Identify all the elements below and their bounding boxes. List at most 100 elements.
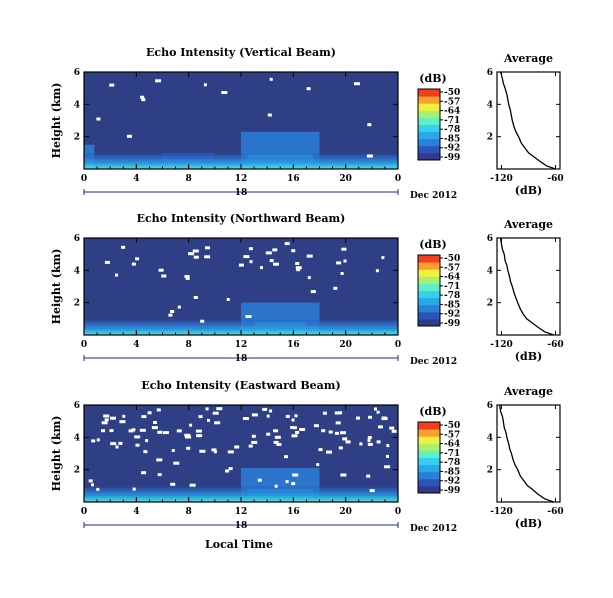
y-axis-label: Height (km) xyxy=(50,416,63,492)
surface-band-2 xyxy=(84,323,398,335)
colorbar-swatch xyxy=(418,89,440,97)
missing-data-cell xyxy=(103,414,110,418)
avg-x-tick-label: -120 xyxy=(490,507,513,517)
x-tick-label: 0 xyxy=(81,507,87,517)
colorbar-tick-label: -85 xyxy=(444,134,460,144)
missing-data-cell xyxy=(119,420,126,424)
missing-data-cell xyxy=(91,483,94,487)
colorbar-swatch xyxy=(418,422,440,430)
avg-x-tick-label: -60 xyxy=(547,507,563,517)
missing-data-cell xyxy=(376,410,380,414)
avg-y-tick-label: 2 xyxy=(487,466,493,476)
colorbar-tick-label: -78 xyxy=(444,458,460,468)
colorbar-tick-label: -99 xyxy=(444,486,460,496)
missing-data-cell xyxy=(128,429,134,433)
x-axis-label: Local Time xyxy=(205,538,273,551)
avg-y-tick-label: 2 xyxy=(487,133,493,143)
missing-data-cell xyxy=(170,310,175,313)
average-title: Average xyxy=(503,218,553,231)
missing-data-cell xyxy=(243,255,250,259)
average-profile-line xyxy=(499,237,554,336)
missing-data-cell xyxy=(171,449,175,452)
missing-data-cell xyxy=(310,290,316,294)
missing-data-cell xyxy=(291,482,296,486)
colorbar-tick-label: -71 xyxy=(444,449,460,459)
colorbar-swatch xyxy=(418,297,440,306)
missing-data-cell xyxy=(291,434,298,438)
missing-data-cell xyxy=(121,245,126,249)
missing-data-cell xyxy=(101,421,108,425)
missing-data-cell xyxy=(336,261,342,265)
surface-band-0 xyxy=(84,319,398,335)
missing-data-cell xyxy=(322,411,327,415)
missing-data-cell xyxy=(290,426,294,429)
missing-data-cell xyxy=(132,487,136,491)
missing-data-cell xyxy=(381,417,388,421)
missing-data-cell xyxy=(156,408,161,412)
missing-data-cell xyxy=(295,266,302,270)
missing-data-cell xyxy=(353,82,360,86)
missing-data-cell xyxy=(343,259,347,263)
missing-data-cell xyxy=(333,286,338,290)
missing-data-cell xyxy=(96,117,101,121)
colorbar-tick-label: -57 xyxy=(444,263,460,273)
missing-data-cell xyxy=(205,246,210,250)
missing-data-cell xyxy=(185,435,192,439)
missing-data-cell xyxy=(134,435,141,439)
x-tick-label: 12 xyxy=(235,507,248,517)
missing-data-cell xyxy=(126,134,132,138)
surface-band-2 xyxy=(84,490,398,502)
colorbar-tick-label: -64 xyxy=(444,440,460,450)
x-tick-label: 4 xyxy=(133,340,139,350)
missing-data-cell xyxy=(374,407,377,411)
missing-data-cell xyxy=(204,255,211,259)
y-tick-label: 6 xyxy=(74,68,80,78)
missing-data-cell xyxy=(135,257,140,261)
missing-data-cell xyxy=(198,415,203,419)
missing-data-cell xyxy=(294,414,298,418)
avg-y-tick-label: 6 xyxy=(487,234,493,244)
date-label: Dec 2012 xyxy=(410,191,457,201)
missing-data-cell xyxy=(378,425,383,429)
x-tick-label: 4 xyxy=(133,507,139,517)
date-label: Dec 2012 xyxy=(410,357,457,367)
x-tick-label: 4 xyxy=(133,174,139,184)
colorbar-swatch xyxy=(418,269,440,277)
colorbar-tick-label: -92 xyxy=(444,310,460,320)
colorbar-swatch xyxy=(418,457,440,466)
missing-data-cell xyxy=(213,450,217,454)
missing-data-cell xyxy=(273,440,279,444)
missing-data-cell xyxy=(238,263,244,267)
missing-data-cell xyxy=(156,458,163,462)
missing-data-cell xyxy=(186,446,191,450)
colorbar-tick-label: -85 xyxy=(444,467,460,477)
missing-data-cell xyxy=(273,429,279,433)
y-tick-label: 2 xyxy=(74,133,80,143)
missing-data-cell xyxy=(266,432,271,436)
avg-y-tick-label: 4 xyxy=(487,433,493,443)
missing-data-cell xyxy=(326,450,332,454)
colorbar-swatch xyxy=(418,464,440,473)
average-title: Average xyxy=(503,385,553,398)
missing-data-cell xyxy=(367,436,372,439)
missing-data-cell xyxy=(260,266,263,270)
missing-data-cell xyxy=(225,469,230,473)
avg-y-tick-label: 2 xyxy=(487,299,493,309)
missing-data-cell xyxy=(158,268,164,272)
missing-data-cell xyxy=(340,272,344,275)
missing-data-cell xyxy=(234,445,240,449)
missing-data-cell xyxy=(228,467,233,471)
colorbar-tick-label: -78 xyxy=(444,125,460,135)
y-axis-label: Height (km) xyxy=(50,249,63,325)
colorbar-tick-label: -78 xyxy=(444,291,460,301)
missing-data-cell xyxy=(295,431,300,434)
x-tick-label: 8 xyxy=(186,174,192,184)
missing-data-cell xyxy=(265,251,272,255)
avg-y-tick-label: 4 xyxy=(487,100,493,110)
average-x-label: (dB) xyxy=(515,184,542,197)
missing-data-cell xyxy=(104,418,109,422)
surface-band-2 xyxy=(84,157,398,169)
missing-data-cell xyxy=(141,415,147,419)
echo-feature-2 xyxy=(247,489,313,502)
missing-data-cell xyxy=(328,430,333,434)
